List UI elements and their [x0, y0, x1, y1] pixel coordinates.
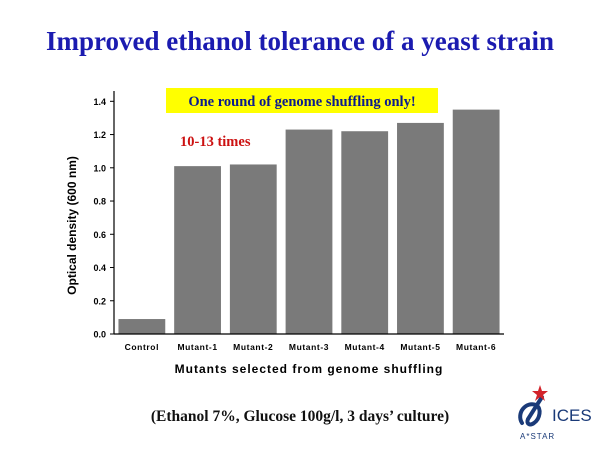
x-tick-label-control: Control — [125, 342, 159, 352]
bars-group — [118, 109, 500, 335]
bar-control — [118, 319, 166, 334]
y-tick-label: 1.4 — [93, 97, 106, 107]
y-tick-label: 0.6 — [93, 230, 106, 240]
x-axis-label: Mutants selected from genome shuffling — [175, 362, 444, 376]
annotation-fold-change: 10-13 times — [180, 134, 251, 150]
bar-mutant-5 — [397, 122, 444, 335]
culture-conditions-caption: (Ethanol 7%, Glucose 100g/l, 3 days’ cul… — [150, 408, 450, 425]
x-ticks-group: Control Mutant-1 Mutant-2 Mutant-3 Mutant-4 M… — [125, 342, 496, 352]
y-tick-label: 0.4 — [93, 263, 106, 273]
x-tick-label-mutant-6: Mutant-6 — [456, 342, 496, 352]
bar-chart: 0.0 0.2 0.4 0.6 0.8 1.0 1.2 1.4 Control Mutant-1… — [65, 88, 504, 376]
x-tick-label-mutant-4: Mutant-4 — [345, 342, 385, 352]
bar-mutant-6 — [452, 109, 500, 334]
y-tick-label: 1.0 — [93, 163, 106, 173]
bar-mutant-1 — [174, 166, 221, 334]
y-tick-label: 1.2 — [93, 130, 106, 140]
slide-title: Improved ethanol tolerance of a yeast st… — [46, 26, 554, 56]
y-ticks-group: 0.0 0.2 0.4 0.6 0.8 1.0 1.2 1.4 — [93, 97, 114, 340]
bar-mutant-2 — [229, 164, 277, 334]
bar-mutant-3 — [285, 129, 333, 334]
annotation-highlight-box — [166, 88, 438, 113]
y-tick-label: 0.2 — [93, 296, 106, 306]
y-axis-label: Optical density (600 nm) — [65, 156, 79, 295]
astar-mark-icon — [518, 385, 548, 427]
x-tick-label-mutant-3: Mutant-3 — [289, 342, 329, 352]
ices-astar-logo: ICES A*STAR — [518, 385, 592, 441]
annotation-highlight-text: One round of genome shuffling only! — [188, 94, 415, 110]
y-tick-label: 0.8 — [93, 197, 106, 207]
x-tick-label-mutant-1: Mutant-1 — [177, 342, 217, 352]
logo-org-text: A*STAR — [520, 432, 555, 441]
logo-brand-text: ICES — [552, 406, 592, 425]
bar-mutant-4 — [341, 131, 389, 334]
y-tick-label: 0.0 — [93, 330, 106, 340]
x-tick-label-mutant-2: Mutant-2 — [233, 342, 273, 352]
x-tick-label-mutant-5: Mutant-5 — [400, 342, 440, 352]
